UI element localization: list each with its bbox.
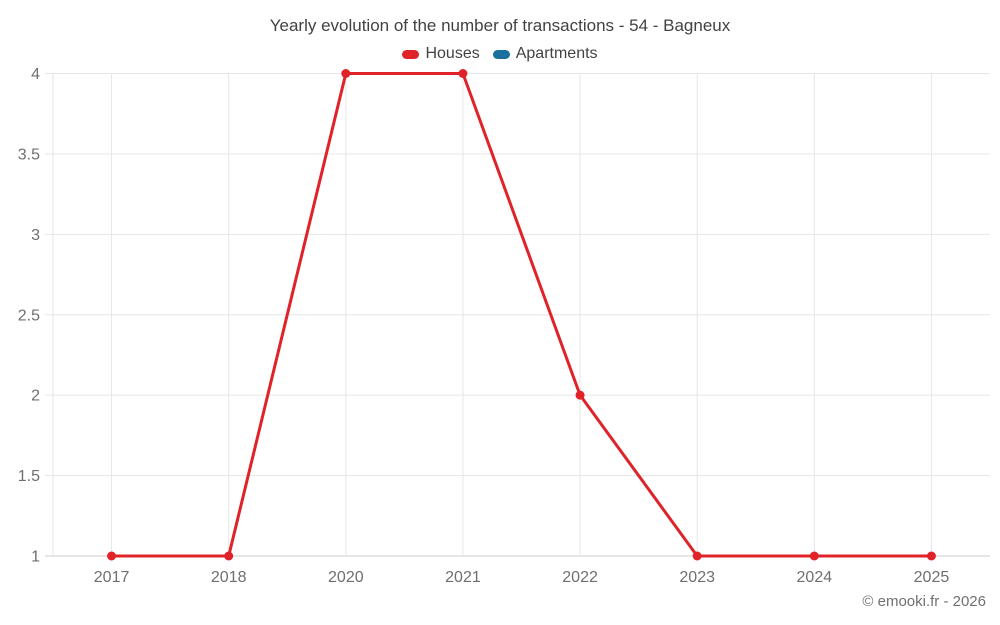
- x-tick-label: 2022: [562, 569, 598, 586]
- y-tick-label: 4: [31, 66, 40, 83]
- legend-item-houses[interactable]: Houses: [402, 45, 480, 63]
- houses-data-point[interactable]: [575, 390, 585, 400]
- houses-legend-swatch-icon: [402, 49, 420, 59]
- houses-data-point[interactable]: [224, 551, 234, 561]
- y-tick-label: 1.5: [18, 468, 40, 485]
- copyright-text: © emooki.fr - 2026: [862, 593, 986, 610]
- legend: Houses Apartments: [0, 45, 1000, 63]
- houses-series-line: [110, 72, 933, 558]
- y-tick-label: 1: [31, 549, 40, 566]
- y-tick-label: 2.5: [18, 307, 40, 324]
- chart-title: Yearly evolution of the number of transa…: [269, 16, 731, 35]
- x-tick-label: 2024: [797, 569, 833, 586]
- houses-data-point[interactable]: [692, 551, 702, 561]
- houses-data-point[interactable]: [458, 69, 468, 78]
- houses-data-point[interactable]: [341, 69, 351, 78]
- apartments-legend-swatch-icon: [492, 49, 510, 59]
- legend-item-apartments[interactable]: Apartments: [492, 45, 598, 63]
- houses-data-point[interactable]: [926, 551, 936, 561]
- houses-data-point[interactable]: [809, 551, 819, 561]
- houses-data-point[interactable]: [107, 551, 117, 561]
- x-tick-label: 2021: [445, 569, 481, 586]
- y-tick-label: 2: [31, 388, 40, 405]
- houses-legend-label: Houses: [425, 45, 480, 62]
- y-tick-label: 3: [31, 227, 40, 244]
- y-tick-label: 3.5: [18, 146, 40, 163]
- x-tick-label: 2017: [94, 569, 130, 586]
- apartments-legend-label: Apartments: [515, 45, 598, 62]
- x-tick-label: 2018: [211, 569, 247, 586]
- x-tick-label: 2020: [328, 569, 364, 586]
- x-tick-label: 2023: [679, 569, 715, 586]
- x-tick-label: 2025: [914, 569, 950, 586]
